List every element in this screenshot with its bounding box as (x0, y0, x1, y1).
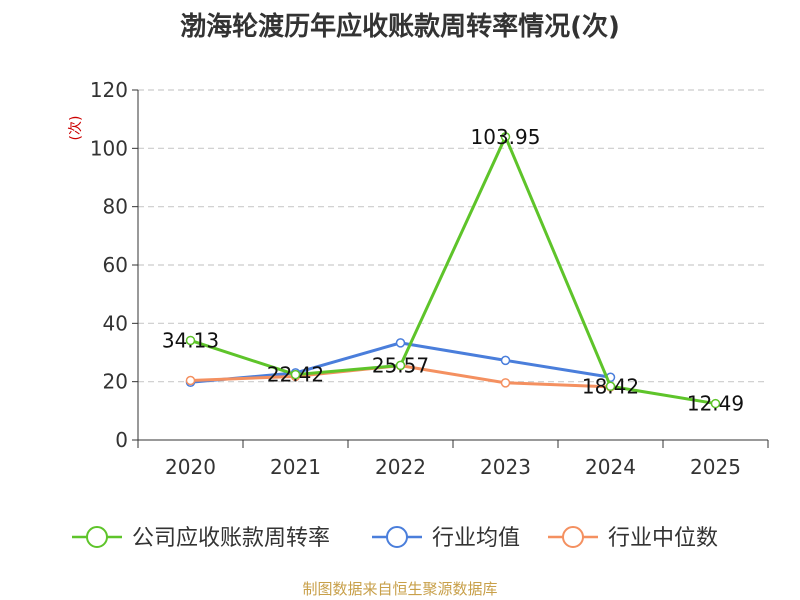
legend-marker (86, 526, 108, 548)
legend-label: 行业均值 (432, 526, 520, 551)
data-labels: 34.13 22.42 25.57 103.95 18.42 12.49 (162, 125, 744, 416)
data-point (395, 360, 406, 371)
y-tick-label: 120 (90, 78, 128, 102)
axes: 0 20 40 60 80 100 120 2020 2021 2022 2023 2024 2025 (90, 78, 769, 479)
data-label: 12.49 (687, 392, 744, 416)
data-point (395, 338, 406, 348)
y-tick-label: 60 (103, 253, 128, 277)
x-tick-label: 2020 (165, 455, 216, 479)
legend-label: 公司应收账款周转率 (132, 526, 330, 551)
legend-marker (562, 526, 584, 548)
y-tick-label: 80 (103, 195, 128, 219)
grid-lines (138, 89, 768, 383)
y-tick-label: 0 (115, 428, 128, 452)
data-point (710, 398, 721, 409)
y-tick-label: 20 (103, 370, 128, 394)
data-point (185, 335, 196, 346)
data-label: 18.42 (582, 374, 639, 398)
x-tick-label: 2023 (480, 455, 531, 479)
legend[interactable]: 公司应收账款周转率 行业均值 行业中位数 (72, 526, 718, 551)
data-label: 22.42 (267, 363, 324, 387)
data-point (290, 369, 301, 380)
data-point (605, 381, 616, 392)
data-label: 25.57 (372, 353, 429, 377)
data-label: 34.13 (162, 328, 219, 352)
chart-title: 渤海轮渡历年应收账款周转率情况(次) (180, 12, 620, 42)
y-tick-label: 40 (103, 311, 128, 335)
data-point (500, 378, 511, 388)
y-tick-label: 100 (90, 136, 128, 160)
data-label: 103.95 (471, 125, 541, 149)
x-tick-label: 2024 (585, 455, 636, 479)
data-point (185, 375, 196, 386)
data-point (500, 355, 511, 366)
y-axis-label: (次) (68, 116, 84, 141)
x-tick-label: 2021 (270, 455, 321, 479)
series-line (190, 135, 716, 406)
x-tick-label: 2025 (690, 455, 741, 479)
data-point (500, 132, 511, 142)
legend-marker (386, 526, 408, 548)
legend-label: 行业中位数 (608, 526, 718, 551)
source-note: 制图数据来自恒生聚源数据库 (302, 580, 498, 598)
x-tick-label: 2022 (375, 455, 426, 479)
series-lines (185, 132, 721, 409)
